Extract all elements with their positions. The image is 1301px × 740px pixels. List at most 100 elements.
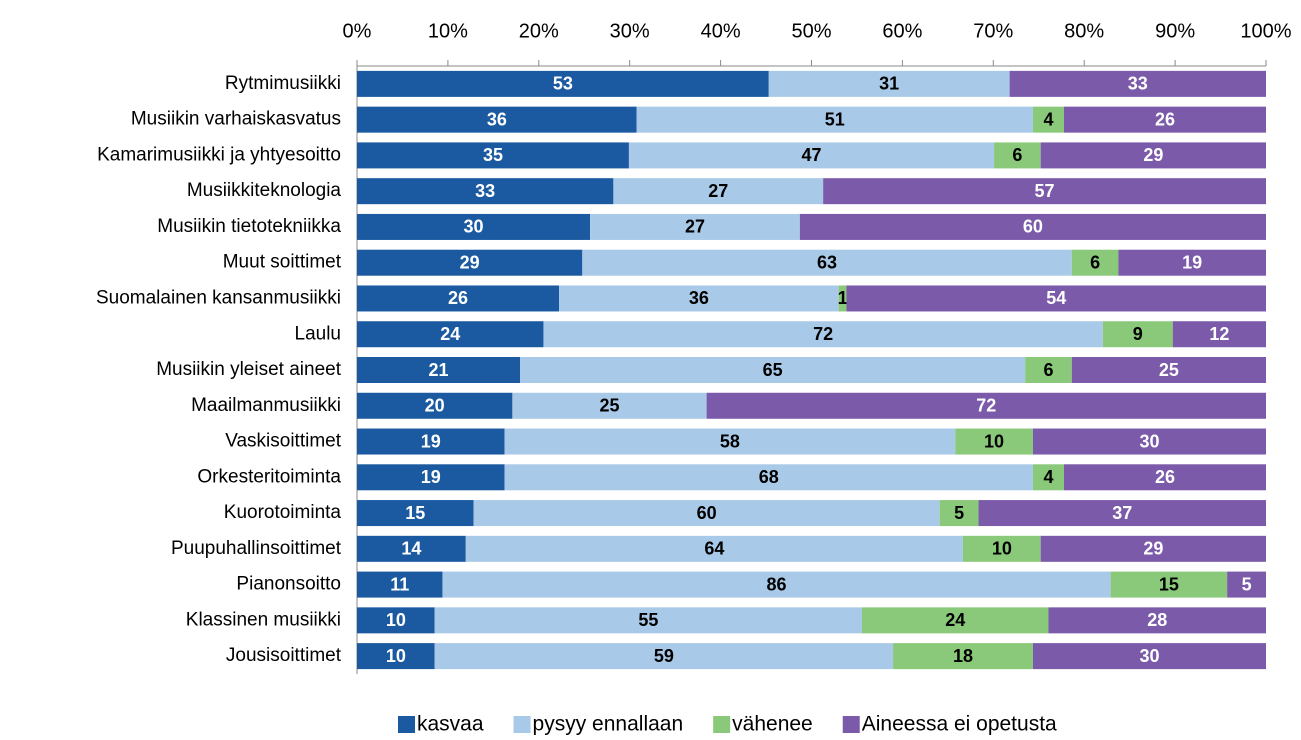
- bar-segment: [1009, 70, 1266, 97]
- x-tick-label: 40%: [701, 20, 741, 42]
- data-label: 10: [992, 539, 1012, 559]
- data-label: 19: [421, 467, 441, 487]
- bar-segment: [465, 535, 963, 562]
- data-label: 33: [1128, 74, 1148, 94]
- data-label: 57: [1035, 181, 1055, 201]
- data-label: 36: [689, 288, 709, 308]
- data-label: 28: [1147, 610, 1167, 630]
- bar-segment: [357, 643, 435, 670]
- category-label: Musiikin tietotekniikka: [157, 216, 341, 237]
- data-label: 47: [801, 145, 821, 165]
- data-label: 30: [1139, 431, 1159, 451]
- bar-segment: [1040, 142, 1266, 169]
- x-tick-label: 90%: [1155, 20, 1195, 42]
- data-label: 15: [1159, 574, 1179, 594]
- data-label: 33: [475, 181, 495, 201]
- bar-segment: [1118, 249, 1266, 276]
- bar-segment: [520, 357, 1026, 383]
- data-label: 64: [704, 539, 724, 559]
- data-label: 19: [1182, 252, 1202, 272]
- data-label: 60: [697, 503, 717, 523]
- bar-segment: [434, 607, 862, 634]
- data-label: 10: [984, 431, 1004, 451]
- bar-segment: [1040, 535, 1266, 562]
- legend-label: pysyy ennallaan: [533, 713, 684, 736]
- data-label: 12: [1209, 324, 1229, 344]
- data-label: 20: [425, 396, 445, 416]
- category-label: Orkesteritoiminta: [197, 466, 341, 487]
- data-label: 6: [1090, 252, 1100, 272]
- bar-segment: [512, 392, 707, 419]
- data-label: 30: [1139, 646, 1159, 666]
- bar-segment: [1032, 428, 1266, 455]
- data-label: 65: [763, 360, 783, 380]
- bar-segment: [357, 392, 513, 419]
- bar-segment: [1048, 607, 1266, 634]
- bar-segment: [357, 607, 435, 634]
- bar-segment: [473, 500, 940, 527]
- bar-segment: [1032, 106, 1064, 133]
- category-label: Musiikin yleiset aineet: [156, 359, 342, 380]
- bar-segment: [1172, 321, 1266, 348]
- data-label: 24: [945, 610, 965, 630]
- data-label: 14: [401, 539, 421, 559]
- bar-segment: [357, 464, 505, 491]
- data-label: 59: [654, 646, 674, 666]
- bar-segment: [357, 178, 614, 205]
- bar-segment: [1032, 464, 1064, 491]
- bar-segment: [628, 142, 995, 169]
- legend-swatch: [398, 716, 415, 733]
- bar-segment: [963, 535, 1041, 562]
- bar-segment: [613, 178, 824, 205]
- bar-segment: [504, 428, 956, 455]
- category-label: Jousisoittimet: [226, 645, 342, 666]
- data-label: 18: [953, 646, 973, 666]
- bar-segment: [1227, 571, 1266, 598]
- data-label: 25: [1159, 360, 1179, 380]
- category-label: Muut soittimet: [223, 252, 342, 273]
- bar-segment: [357, 106, 637, 133]
- bar-segment: [1064, 106, 1266, 133]
- bar-segment: [357, 571, 443, 598]
- bar-segment: [357, 142, 629, 169]
- x-tick-label: 80%: [1064, 20, 1104, 42]
- data-label: 54: [1046, 288, 1066, 308]
- category-label: Vaskisoittimet: [225, 431, 342, 452]
- bar-segment: [357, 321, 544, 348]
- bar-segment: [1064, 464, 1266, 491]
- bar-segment: [543, 321, 1103, 348]
- data-label: 10: [386, 646, 406, 666]
- category-label: Musiikin varhaiskasvatus: [131, 109, 341, 130]
- data-label: 53: [553, 74, 573, 94]
- data-label: 37: [1112, 503, 1132, 523]
- bar-segment: [823, 178, 1266, 205]
- legend-swatch: [513, 716, 531, 733]
- bar-segment: [434, 643, 894, 670]
- category-label: Kamarimusiikki ja yhtyesoitto: [97, 144, 341, 165]
- data-label: 72: [976, 396, 996, 416]
- data-label: 15: [405, 503, 425, 523]
- legend-label: Aineessa ei opetusta: [862, 713, 1057, 736]
- x-tick-label: 20%: [519, 20, 559, 42]
- data-label: 72: [813, 324, 833, 344]
- data-label: 5: [954, 503, 964, 523]
- data-label: 11: [390, 574, 409, 594]
- data-label: 58: [720, 431, 740, 451]
- x-tick-label: 60%: [882, 20, 922, 42]
- bar-segment: [357, 249, 583, 276]
- bar-segment: [590, 213, 800, 240]
- bar-segment: [939, 500, 979, 527]
- bar-segment: [442, 571, 1111, 598]
- data-label: 27: [708, 181, 728, 201]
- x-tick-label: 30%: [610, 20, 650, 42]
- data-label: 51: [825, 109, 845, 129]
- bar-segment: [994, 142, 1041, 169]
- bar-segment: [955, 428, 1033, 455]
- data-label: 63: [817, 252, 837, 272]
- category-label: Kuorotoiminta: [224, 502, 342, 523]
- bar-segment: [799, 213, 1266, 240]
- bar-segment: [1032, 643, 1266, 670]
- data-label: 29: [460, 252, 480, 272]
- bar-segment: [1102, 321, 1173, 348]
- data-label: 55: [638, 610, 658, 630]
